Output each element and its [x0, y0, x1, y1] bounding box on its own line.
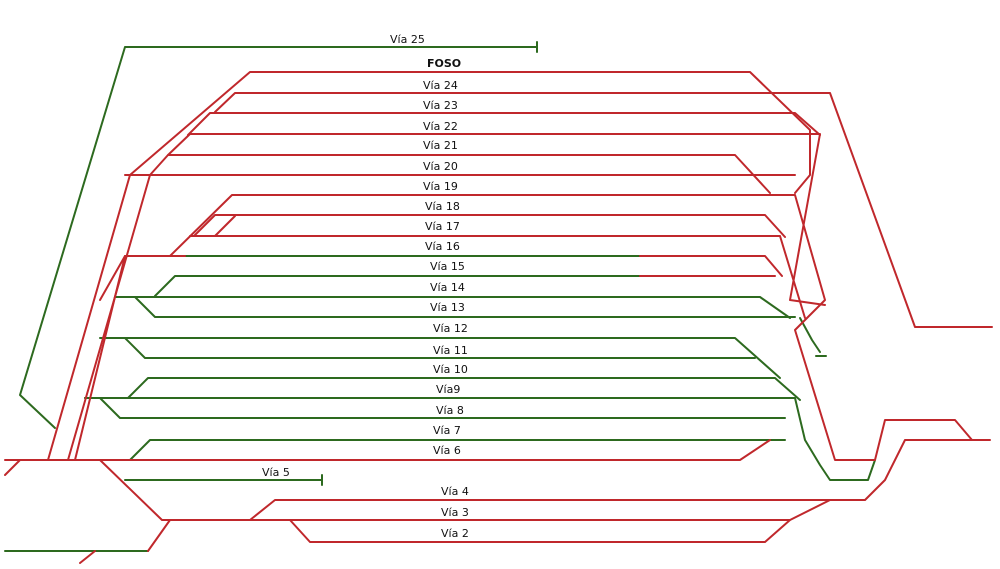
label-via-5: Vía 5	[262, 466, 290, 479]
label-via-23: Vía 23	[423, 99, 458, 112]
track-via-11	[124, 337, 756, 359]
track-via-13	[134, 296, 796, 318]
track-foso	[129, 71, 811, 194]
track-via-8	[84, 397, 786, 419]
label-via-16: Vía 16	[425, 240, 460, 253]
track-via-24	[214, 92, 993, 328]
track-via-9-green-lead	[84, 397, 876, 481]
track-via-15-green	[154, 275, 641, 297]
label-via-15: Vía 15	[430, 260, 465, 273]
track-via-12	[99, 337, 781, 379]
label-via-20: Vía 20	[423, 160, 458, 173]
track-via-19	[169, 194, 973, 461]
track-via-10	[127, 377, 801, 401]
label-via-8: Vía 8	[436, 404, 464, 417]
track-via-2	[289, 519, 791, 543]
track-west-lead-1	[47, 174, 131, 461]
track-via-18	[194, 214, 786, 238]
label-via-19: Vía 19	[423, 180, 458, 193]
label-via-18: Vía 18	[425, 200, 460, 213]
label-via-11: Vía 11	[433, 344, 468, 357]
green-tracks	[4, 41, 876, 552]
track-via-6-west-stub	[4, 459, 21, 476]
track-labels: Vía 25 FOSO Vía 24 Vía 23 Vía 22 Vía 21 …	[262, 33, 469, 540]
red-tracks	[4, 71, 993, 564]
label-via-10: Vía 10	[433, 363, 468, 376]
track-via-17-main	[189, 235, 806, 319]
label-via-25: Vía 25	[390, 33, 425, 46]
track-via-22	[167, 133, 826, 306]
track-via-3	[147, 499, 831, 552]
track-via-17	[214, 215, 236, 237]
label-via-9: Vía9	[436, 383, 460, 396]
label-via-14: Vía 14	[430, 281, 465, 294]
track-via-7	[129, 439, 786, 461]
track-via-23	[187, 112, 821, 136]
track-via-25	[19, 46, 538, 429]
label-via-3: Vía 3	[441, 506, 469, 519]
label-via-17: Vía 17	[425, 220, 460, 233]
label-via-13: Vía 13	[430, 301, 465, 314]
track-via-6	[4, 439, 771, 461]
label-via-12: Vía 12	[433, 322, 468, 335]
label-foso: FOSO	[427, 57, 461, 70]
track-via-16-red-east	[639, 255, 783, 277]
label-via-24: Vía 24	[423, 79, 458, 92]
label-via-7: Vía 7	[433, 424, 461, 437]
label-via-21: Vía 21	[423, 139, 458, 152]
track-west-lead-4	[74, 255, 126, 461]
label-via-6: Vía 6	[433, 444, 461, 457]
track-via-14	[114, 296, 791, 319]
label-via-4: Vía 4	[441, 485, 469, 498]
label-via-22: Vía 22	[423, 120, 458, 133]
label-via-2: Vía 2	[441, 527, 469, 540]
track-east-lead-green	[799, 317, 821, 353]
track-west-lead-3	[99, 255, 126, 301]
track-bottom-left-stub	[79, 550, 96, 564]
